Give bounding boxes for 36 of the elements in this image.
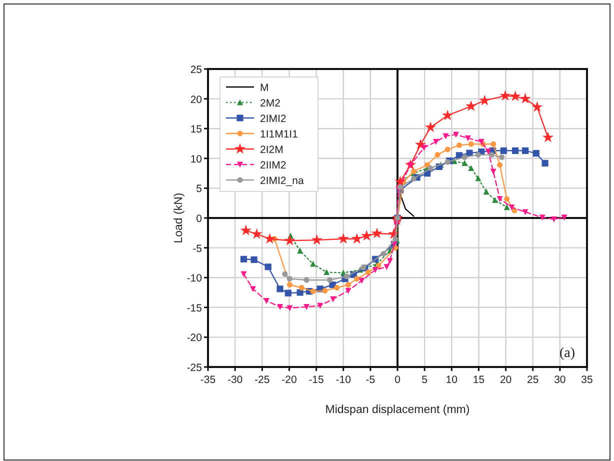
legend-label: 1I1M1I1: [260, 128, 298, 140]
x-tick-label: 30: [554, 374, 566, 386]
y-tick-label: -15: [186, 302, 202, 314]
legend-label: 2IMI2: [260, 113, 286, 125]
y-tick-label: -20: [186, 332, 202, 344]
y-tick-label: 15: [190, 124, 202, 136]
legend-label: 2M2: [260, 98, 281, 110]
y-tick-label: 25: [190, 64, 202, 76]
x-tick-label: -25: [254, 374, 270, 386]
legend-label: M: [260, 82, 269, 94]
y-tick-label: 10: [190, 153, 202, 166]
legend-label: 2IMI2_na: [260, 175, 304, 187]
x-tick-label: 0: [394, 374, 401, 386]
y-tick-label: -10: [186, 272, 202, 285]
y-axis-title: Load (kN): [173, 192, 185, 244]
x-tick-label: -35: [200, 374, 216, 386]
x-tick-label: -10: [336, 374, 352, 386]
y-tick-label: -25: [186, 362, 202, 374]
x-axis-title: Midspan displacement (mm): [325, 404, 470, 416]
x-tick-label: -5: [366, 374, 376, 386]
y-tick-label: -5: [192, 242, 202, 255]
y-tick-label: 20: [190, 94, 202, 106]
x-tick-label: -30: [227, 374, 243, 386]
legend-label: 2I2M: [260, 144, 284, 156]
legend-label: 2IIM2: [260, 160, 286, 172]
x-tick-label: 5: [422, 374, 428, 386]
y-tick-label: 5: [196, 183, 202, 196]
x-tick-label: -15: [308, 374, 324, 386]
x-tick-label: 10: [446, 374, 458, 386]
y-tick-label: 0: [196, 213, 202, 225]
x-tick-label: -20: [282, 374, 297, 386]
x-tick-label: 15: [472, 374, 485, 386]
annotation: (a): [559, 346, 576, 361]
x-tick-label: 25: [527, 374, 539, 386]
x-tick-label: 35: [581, 374, 593, 386]
x-tick-label: 20: [500, 374, 512, 386]
